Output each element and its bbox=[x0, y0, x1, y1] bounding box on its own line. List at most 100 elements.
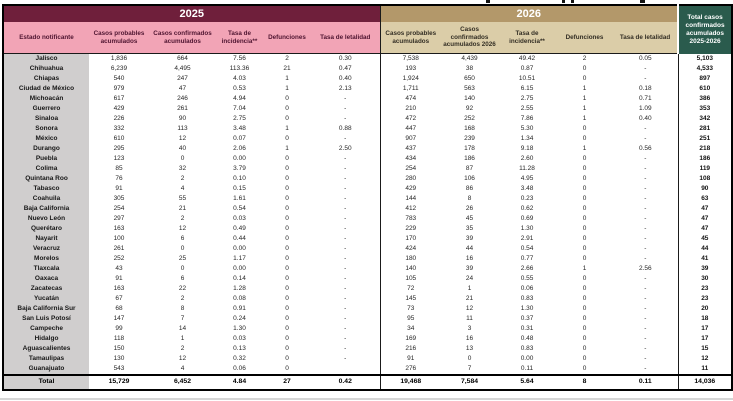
value-cell: 7 bbox=[467, 364, 472, 372]
value-cell: 1.30 bbox=[520, 224, 534, 232]
value-cell: 15 bbox=[677, 344, 733, 354]
value-cell: 17 bbox=[677, 324, 733, 334]
value-cell: 91 bbox=[115, 184, 123, 192]
value-cell: 0 bbox=[467, 354, 472, 362]
state-name-cell: Aguascalientes bbox=[3, 344, 89, 354]
state-name-cell: Jalisco bbox=[3, 53, 89, 64]
value-cell: 13 bbox=[465, 344, 474, 352]
value-cell: - bbox=[644, 334, 647, 342]
value-cell: 16 bbox=[465, 254, 474, 262]
value-cell: 0 bbox=[285, 324, 289, 332]
value-cell: 386 bbox=[677, 94, 733, 104]
value-cell: 30 bbox=[677, 274, 733, 284]
value-cell: 0 bbox=[285, 94, 289, 102]
value-cell: 0.30 bbox=[338, 54, 352, 62]
value-cell: 783 bbox=[379, 214, 442, 224]
value-cell: 4,533 bbox=[677, 64, 733, 74]
value-cell: 429 bbox=[113, 104, 125, 112]
value-cell: - bbox=[344, 274, 347, 282]
value-cell: 5,103 bbox=[677, 53, 733, 64]
value-cell: - bbox=[344, 244, 347, 252]
table-row: Baja California Sur 68 8 0.91 0 - 73 12 1.30 0 - 20 bbox=[3, 304, 733, 314]
year-2025-banner: 2025 bbox=[3, 5, 381, 22]
value-cell: 0.56 bbox=[638, 144, 652, 152]
value-cell: 11 bbox=[677, 364, 733, 375]
value-cell: - bbox=[344, 204, 347, 212]
value-cell: 0 bbox=[285, 234, 289, 242]
page-edge-line bbox=[0, 398, 733, 400]
value-cell: 543 bbox=[113, 364, 125, 372]
value-cell: 0 bbox=[582, 334, 587, 342]
value-cell: - bbox=[644, 304, 647, 312]
value-cell: 0.55 bbox=[520, 274, 534, 282]
state-name-cell: Baja California Sur bbox=[3, 304, 89, 314]
value-cell: 2.91 bbox=[520, 234, 534, 242]
value-cell: 0.06 bbox=[233, 364, 246, 372]
value-cell: 21 bbox=[178, 204, 187, 212]
value-cell: 23 bbox=[677, 284, 733, 294]
value-cell: 0 bbox=[285, 334, 289, 342]
value-cell: 76 bbox=[115, 174, 123, 182]
value-cell: 0.11 bbox=[613, 374, 679, 390]
value-cell: 119 bbox=[677, 164, 733, 174]
value-cell: 145 bbox=[379, 294, 442, 304]
value-cell: 1 bbox=[180, 334, 185, 342]
value-cell: 43 bbox=[115, 264, 123, 272]
value-cell: 979 bbox=[113, 84, 125, 92]
value-cell: 34 bbox=[379, 324, 442, 334]
value-cell: 0.48 bbox=[520, 334, 534, 342]
table-row: Oaxaca 91 6 0.14 0 - 105 24 0.55 0 - 30 bbox=[3, 274, 733, 284]
value-cell: 261 bbox=[113, 244, 125, 252]
value-cell: 106 bbox=[464, 174, 475, 182]
value-cell: 91 bbox=[115, 274, 123, 282]
value-cell: 73 bbox=[379, 304, 442, 314]
value-cell: 0.00 bbox=[233, 244, 246, 252]
value-cell: 0 bbox=[582, 234, 587, 242]
value-cell: 45 bbox=[465, 214, 474, 222]
value-cell: 0 bbox=[285, 164, 289, 172]
value-cell: 0 bbox=[285, 314, 289, 322]
value-cell bbox=[311, 364, 380, 375]
value-cell: 14,036 bbox=[677, 374, 733, 390]
value-cell: 9.18 bbox=[520, 144, 534, 152]
value-cell: 7.86 bbox=[520, 114, 534, 122]
state-name-cell: Chihuahua bbox=[3, 64, 89, 74]
value-cell: 2 bbox=[180, 344, 185, 352]
value-cell: 0.83 bbox=[520, 294, 534, 302]
value-cell: - bbox=[344, 94, 347, 102]
table-row: Yucatán 67 2 0.08 0 - 145 21 0.83 0 - 23 bbox=[3, 294, 733, 304]
value-cell: 239 bbox=[464, 134, 475, 142]
value-cell: 0.03 bbox=[233, 214, 246, 222]
value-cell: - bbox=[644, 204, 647, 212]
state-name-cell: Veracruz bbox=[3, 244, 89, 254]
value-cell: 87 bbox=[465, 164, 474, 172]
value-cell: 0.62 bbox=[520, 204, 534, 212]
value-cell: 163 bbox=[113, 284, 125, 292]
col-2025-incidence: Tasa de incidencia** bbox=[216, 22, 263, 54]
state-name-cell: Tlaxcala bbox=[3, 264, 89, 274]
value-cell: 4.84 bbox=[216, 374, 263, 390]
value-cell: - bbox=[344, 134, 347, 142]
value-cell: 0.44 bbox=[233, 234, 246, 242]
value-cell: 147 bbox=[113, 314, 125, 322]
value-cell: 281 bbox=[677, 124, 733, 134]
value-cell: 4.95 bbox=[520, 174, 534, 182]
value-cell: 2 bbox=[180, 294, 185, 302]
value-cell: 0.03 bbox=[233, 334, 246, 342]
value-cell: 2.55 bbox=[520, 104, 534, 112]
value-cell: 0.37 bbox=[520, 314, 534, 322]
value-cell: 0.24 bbox=[233, 314, 246, 322]
value-cell: 246 bbox=[177, 94, 188, 102]
value-cell: - bbox=[644, 194, 647, 202]
value-cell: 6,239 bbox=[110, 64, 128, 72]
col-2026-lethality: Tasa de letalidad bbox=[613, 22, 679, 54]
value-cell: 1.30 bbox=[233, 324, 246, 332]
value-cell: 170 bbox=[379, 234, 442, 244]
value-cell: 664 bbox=[177, 54, 188, 62]
value-cell: 474 bbox=[379, 94, 442, 104]
state-name-cell: San Luis Potosí bbox=[3, 314, 89, 324]
table-row: Aguascalientes 150 2 0.13 0 - 216 13 0.83 0 - 15 bbox=[3, 344, 733, 354]
value-cell: 4.94 bbox=[233, 94, 246, 102]
value-cell: 0 bbox=[285, 204, 289, 212]
value-cell: 0.71 bbox=[638, 94, 652, 102]
